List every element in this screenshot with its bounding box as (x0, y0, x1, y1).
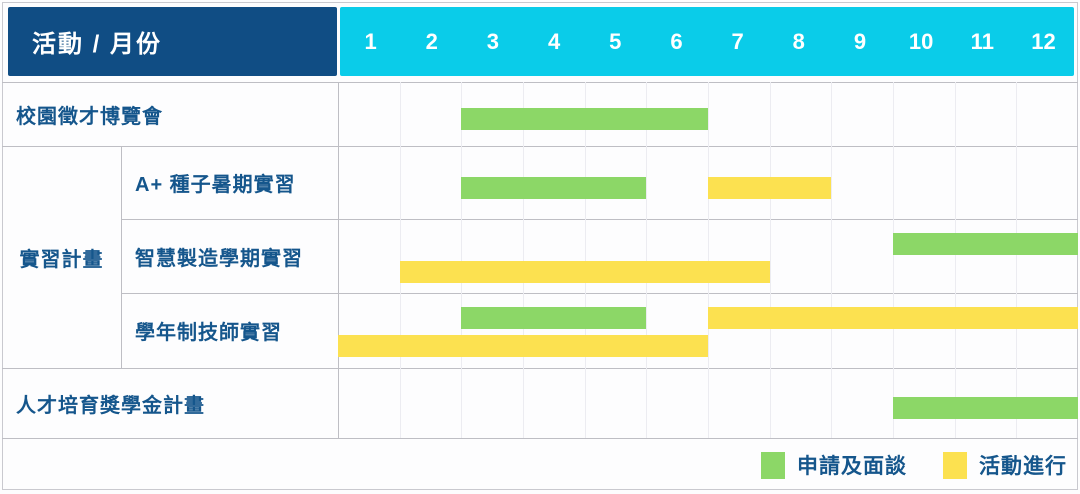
month-gridline (770, 82, 771, 438)
gantt-bar-active-m7-m12 (708, 307, 1078, 329)
month-header-cell-1: 1 (364, 28, 377, 54)
month-gridline (523, 82, 524, 438)
month-gridline (893, 82, 894, 438)
active-swatch-icon (943, 451, 967, 479)
legend: 申請及面談 活動進行 (0, 440, 1075, 490)
legend-apply-label: 申請及面談 (797, 455, 907, 478)
month-header-cell-12: 12 (1031, 28, 1056, 54)
row-divider-line (2, 438, 1078, 439)
month-header-cell-9: 9 (853, 28, 867, 54)
gantt-bar-apply-m3-m5 (461, 176, 647, 199)
gantt-bar-active-m1-m6 (338, 335, 708, 357)
gantt-bar-apply-m10-m12 (893, 397, 1078, 419)
month-header-cell-4: 4 (547, 28, 561, 54)
legend-item-active: 活動進行 (943, 450, 1067, 480)
row-label-1: A+ 種子暑期實習 (135, 174, 296, 196)
month-gridline (646, 82, 647, 438)
row-label-0: 校園徵才博覽會 (16, 105, 163, 128)
gantt-bar-apply-m3-m5 (461, 307, 647, 329)
month-header-cell-2: 2 (425, 28, 438, 54)
month-gridline (461, 82, 462, 438)
month-header-cell-3: 3 (486, 28, 500, 54)
legend-active-label: 活動進行 (979, 455, 1067, 478)
month-gridline (585, 82, 586, 438)
month-gridline (955, 82, 956, 438)
header-activity-month-cell: 活動 / 月份 (8, 7, 337, 76)
gantt-bar-active-m7-m8 (708, 176, 832, 199)
month-gridline (400, 82, 401, 438)
row-label-2: 智慧製造學期實習 (135, 247, 303, 270)
month-header-cell-6: 6 (670, 28, 683, 54)
month-header-cell-8: 8 (792, 28, 805, 54)
month-header-cell-5: 5 (609, 28, 622, 54)
label-chart-divider-line (338, 82, 339, 438)
chart-title: 活動 / 月份 (32, 31, 163, 58)
row-label-3: 學年制技師實習 (135, 322, 282, 344)
gantt-bar-apply-m10-m12 (893, 233, 1078, 255)
legend-item-apply: 申請及面談 (761, 450, 907, 480)
month-header-cell-11: 11 (970, 28, 994, 54)
month-gridline (831, 82, 832, 438)
month-gridline (708, 82, 709, 438)
gantt-bar-apply-m3-m6 (461, 108, 708, 130)
month-header-row: 1 2 3 4 5 6 7 8 9 10 11 12 (340, 7, 1074, 76)
group-label: 實習計畫 (19, 248, 104, 271)
month-header-cell-10: 10 (908, 28, 934, 54)
month-gridline (1016, 82, 1017, 438)
gantt-bar-active-m2-m7 (399, 261, 770, 283)
row-label-4: 人才培育獎學金計畫 (16, 394, 205, 417)
apply-swatch-icon (761, 451, 785, 479)
month-header-cell-7: 7 (731, 28, 744, 54)
